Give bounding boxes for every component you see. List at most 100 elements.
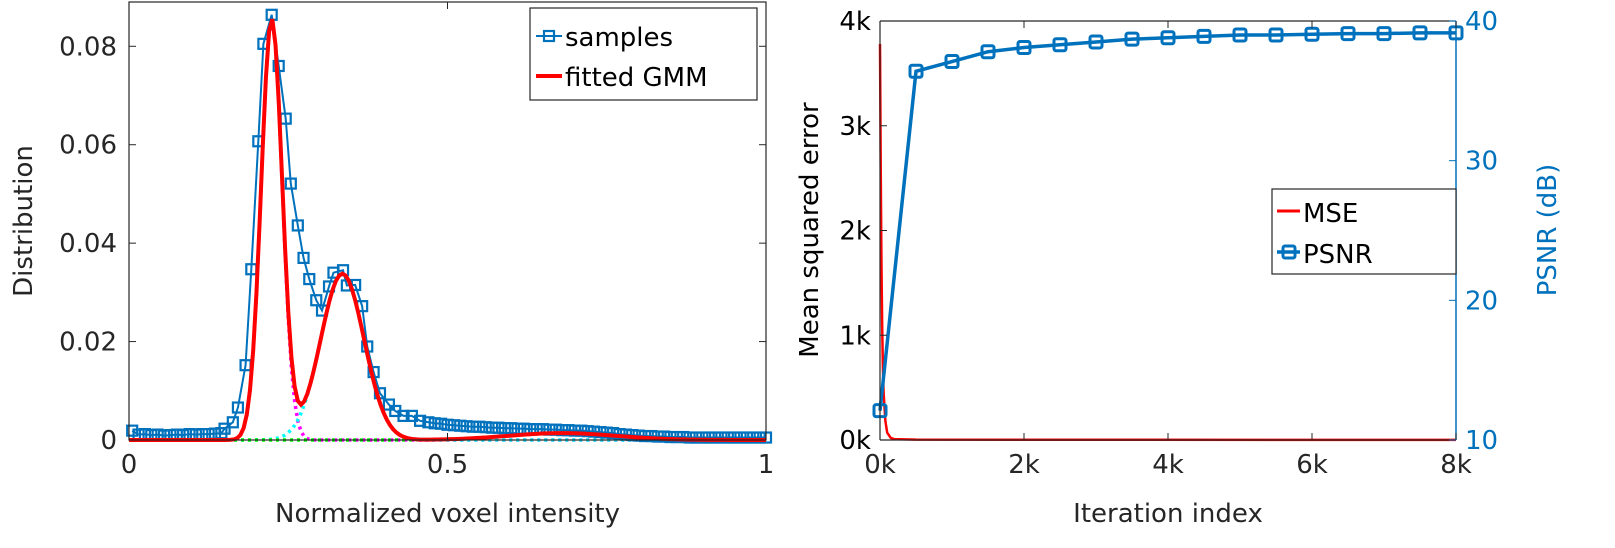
samples-marker [505,422,518,435]
psnr-line [878,31,1456,411]
y-tick-label: 0 [100,426,117,456]
psnr-marker [1412,25,1428,41]
legend-label: PSNR [1303,240,1373,270]
samples-marker [460,420,473,433]
samples-marker [303,272,316,286]
samples-marker [670,430,683,444]
psnr-marker [1340,26,1356,42]
samples-marker [284,177,297,190]
y-tick-label: 0.02 [59,328,117,358]
psnr-marker [1124,31,1140,47]
psnr-marker [908,63,924,79]
psnr-marker [980,44,996,60]
psnr-marker [1016,40,1032,56]
samples-marker [441,418,454,431]
x-tick-label: 4k [1152,450,1184,480]
legend-box [529,7,758,101]
samples-marker [473,420,486,433]
x-tick-label: 0k [864,450,896,480]
y-right-tick-label: 30 [1465,147,1498,177]
x-tick-label: 0.5 [427,450,468,480]
y-right-axis-label: PSNR (dB) [1533,164,1563,297]
x-tick-label: 8k [1440,450,1472,480]
samples-marker [397,409,410,422]
x-axis-label: Normalized voxel intensity [275,499,620,529]
y-tick-label: 1k [839,321,871,351]
samples-marker [218,422,231,435]
samples-marker [447,419,460,432]
samples-marker [740,431,753,444]
psnr-marker [1304,26,1320,42]
y-axis-label: Mean squared error [795,102,825,358]
psnr-marker [1376,26,1392,42]
samples-marker [556,424,569,437]
samples-marker [575,424,588,437]
psnr-marker [1088,34,1104,50]
x-tick-label: 1 [758,450,775,480]
samples-marker [226,416,239,429]
psnr-marker [1052,37,1068,53]
x-axis-label: Iteration index [1073,499,1263,529]
samples-marker [594,426,607,439]
left-chart: 0 0.5 1 0 0.02 0.04 0.06 0.08 Normalized voxel i… [9,1,775,529]
samples-marker [498,422,511,435]
samples-marker [753,431,766,444]
samples-marker [382,398,395,411]
samples-marker [587,425,601,438]
samples-marker [291,219,304,232]
samples-marker [454,419,467,432]
samples-marker [568,424,582,437]
right-legend: MSE PSNR [1271,188,1457,275]
y-right-tick-label: 40 [1465,7,1498,37]
samples-marker [600,426,613,439]
legend-label: MSE [1303,199,1358,229]
samples-marker [231,401,245,414]
samples-marker [428,417,441,430]
y-tick-label: 0.04 [59,229,117,259]
samples-marker [677,430,690,444]
y-right-tick-label: 10 [1465,426,1498,456]
psnr-marker [944,54,960,70]
psnr-marker [1268,27,1284,43]
y-axis-label: Distribution [9,145,39,297]
y-tick-label: 0k [839,426,871,456]
psnr-marker [1196,28,1212,44]
x-tick-label: 2k [1008,450,1040,480]
gmm-component-2-line [129,271,766,442]
samples-marker [728,431,741,444]
y-tick-label: 3k [839,112,871,142]
x-tick-label: 0 [121,450,138,480]
samples-marker [657,430,671,443]
samples-marker [414,414,427,427]
samples-marker [297,251,310,265]
samples-marker [466,420,480,433]
psnr-marker [1160,30,1176,46]
psnr-marker [1232,27,1248,43]
y-right-tick-label: 20 [1465,286,1498,316]
right-chart: 0k 2k 4k 6k 8k 0k 1k 2k 3k 4k 10 20 30 40 Iteration in… [795,7,1563,529]
y-tick-label: 0.08 [59,32,117,62]
samples-marker [485,421,499,434]
samples-marker [747,431,760,444]
x-tick-label: 6k [1296,450,1328,480]
left-legend: samples fitted GMM [529,7,758,101]
samples-marker [696,431,709,444]
legend-psnr-marker [1281,244,1297,260]
samples-marker [581,425,594,438]
legend-label: samples [565,23,673,53]
samples-marker [708,431,722,444]
samples-marker [492,421,505,434]
samples-marker [702,431,715,444]
samples-marker [422,416,435,429]
y-tick-label: 4k [839,7,871,37]
samples-marker [689,431,703,444]
samples-marker [721,431,734,444]
legend-box [1271,188,1457,275]
legend-label: fitted GMM [565,63,708,93]
y-tick-label: 0.06 [59,131,117,161]
samples-marker [734,431,747,444]
samples-marker [435,417,448,430]
legend-samples-marker [542,29,556,43]
samples-marker [715,431,728,444]
